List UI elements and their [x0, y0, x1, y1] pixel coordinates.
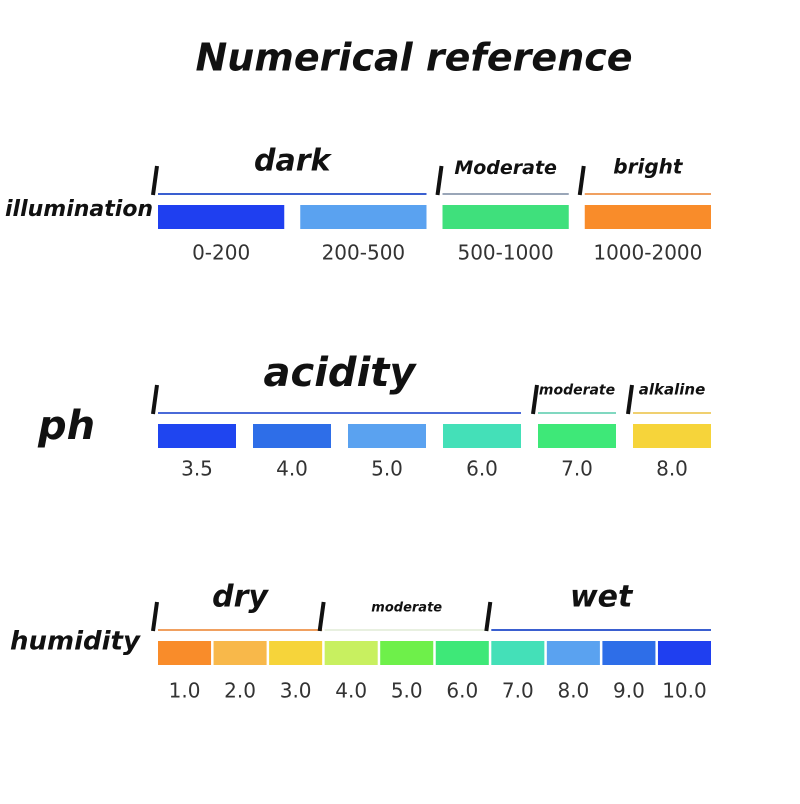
swatch — [657, 641, 711, 665]
swatch — [435, 641, 489, 665]
group-marker — [435, 165, 444, 196]
range-label: 3.0 — [280, 679, 312, 703]
group-marker — [531, 384, 539, 415]
swatch — [300, 205, 427, 229]
group-label: moderate — [539, 383, 615, 399]
title: Numerical reference — [195, 36, 632, 80]
swatch — [538, 424, 616, 448]
swatch — [213, 641, 267, 665]
group-label: Moderate — [454, 157, 557, 179]
swatch — [324, 641, 378, 665]
range-label: 6.0 — [466, 457, 498, 481]
section-label: illumination — [5, 197, 153, 222]
group-label: dark — [254, 144, 333, 179]
group-label: alkaline — [639, 381, 706, 399]
group-marker — [484, 601, 493, 632]
group-marker — [626, 384, 634, 415]
range-label: 4.0 — [335, 679, 367, 703]
range-label: 7.0 — [561, 457, 593, 481]
range-label: 8.0 — [557, 679, 589, 703]
range-label: 1000-2000 — [593, 241, 702, 265]
range-label: 7.0 — [502, 679, 534, 703]
group-label: dry — [212, 580, 269, 615]
range-label: 5.0 — [391, 679, 423, 703]
range-label: 5.0 — [371, 457, 403, 481]
range-label: 200-500 — [322, 241, 406, 265]
group-label: acidity — [264, 350, 418, 396]
range-label: 0-200 — [192, 241, 250, 265]
range-label: 4.0 — [276, 457, 308, 481]
range-label: 2.0 — [224, 679, 256, 703]
range-label: 8.0 — [656, 457, 688, 481]
range-label: 3.5 — [181, 457, 213, 481]
group-marker — [577, 165, 586, 196]
swatch — [253, 424, 331, 448]
swatch — [158, 205, 285, 229]
swatch — [584, 205, 711, 229]
group-marker — [151, 384, 159, 415]
swatch — [380, 641, 434, 665]
swatch — [546, 641, 600, 665]
range-label: 6.0 — [446, 679, 478, 703]
group-marker — [317, 601, 326, 632]
group-marker — [151, 601, 159, 632]
range-label: 1.0 — [169, 679, 201, 703]
swatch — [633, 424, 711, 448]
section-label: humidity — [10, 627, 141, 657]
swatch — [491, 641, 545, 665]
swatch — [158, 641, 212, 665]
section-label: ph — [37, 403, 95, 449]
swatch — [602, 641, 656, 665]
range-label: 500-1000 — [457, 241, 553, 265]
group-label: wet — [570, 580, 634, 615]
group-label: bright — [613, 155, 684, 179]
swatch — [269, 641, 323, 665]
swatch — [442, 205, 569, 229]
group-label: moderate — [371, 601, 442, 616]
range-label: 9.0 — [613, 679, 645, 703]
swatch — [443, 424, 521, 448]
swatch — [348, 424, 426, 448]
range-label: 10.0 — [662, 679, 707, 703]
swatch — [158, 424, 236, 448]
group-marker — [151, 165, 159, 196]
